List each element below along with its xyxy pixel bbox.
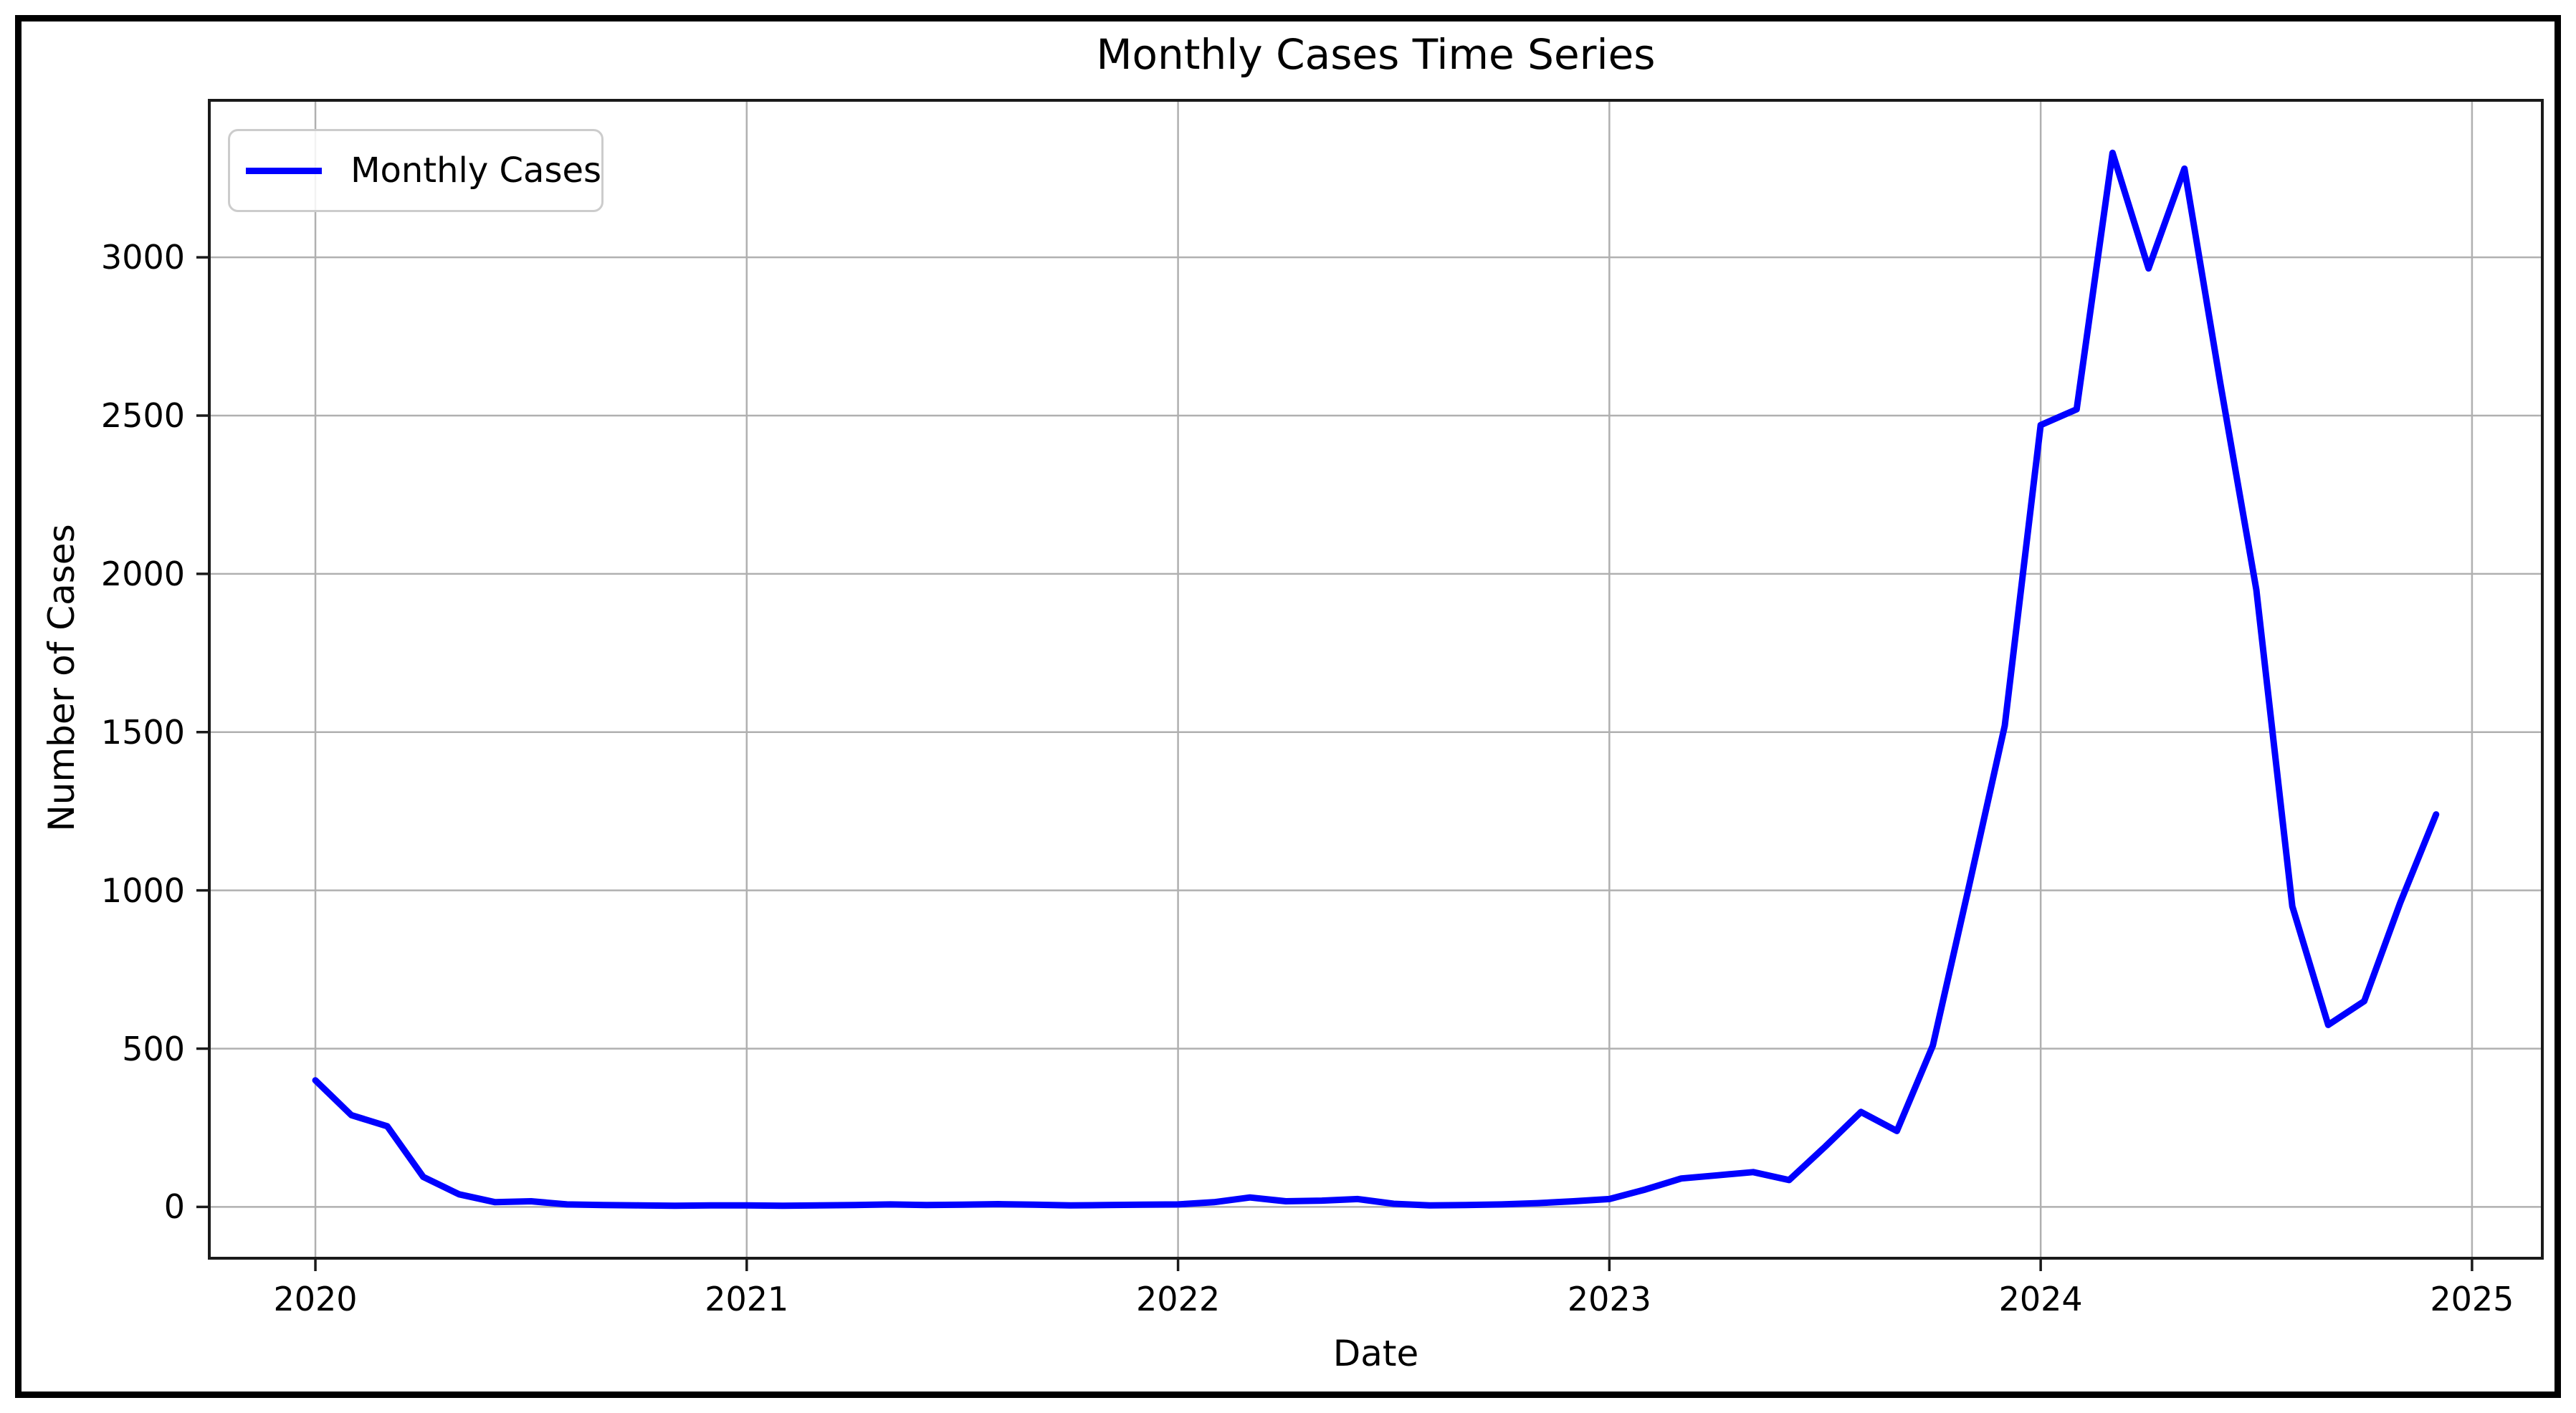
y-axis-label: Number of Cases <box>41 524 82 832</box>
x-tick-label-2020: 2020 <box>273 1280 358 1318</box>
x-tick-label-2025: 2025 <box>2430 1280 2514 1318</box>
monthly-cases-line <box>312 149 2440 1210</box>
axes-frame <box>208 99 2544 1260</box>
legend-label: Monthly Cases <box>350 150 601 191</box>
y-tick-label-3000: 3000 <box>100 238 185 277</box>
x-axis-label: Date <box>1332 1333 1419 1374</box>
x-tick-label-2023: 2023 <box>1567 1280 1651 1318</box>
y-tick-label-1500: 1500 <box>100 712 185 752</box>
y-tick-label-0: 0 <box>163 1187 185 1227</box>
x-tick-label-2024: 2024 <box>1998 1280 2083 1318</box>
x-tick-label-2022: 2022 <box>1136 1280 1221 1318</box>
y-tick-label-2500: 2500 <box>100 396 185 435</box>
legend-box: Monthly Cases <box>228 129 604 212</box>
x-tick-label-2021: 2021 <box>705 1280 789 1318</box>
legend-line-swatch <box>246 167 323 174</box>
y-tick-label-500: 500 <box>122 1029 185 1068</box>
y-tick-label-1000: 1000 <box>100 871 185 910</box>
chart-title: Monthly Cases Time Series <box>1096 30 1656 79</box>
y-tick-label-2000: 2000 <box>100 554 185 593</box>
